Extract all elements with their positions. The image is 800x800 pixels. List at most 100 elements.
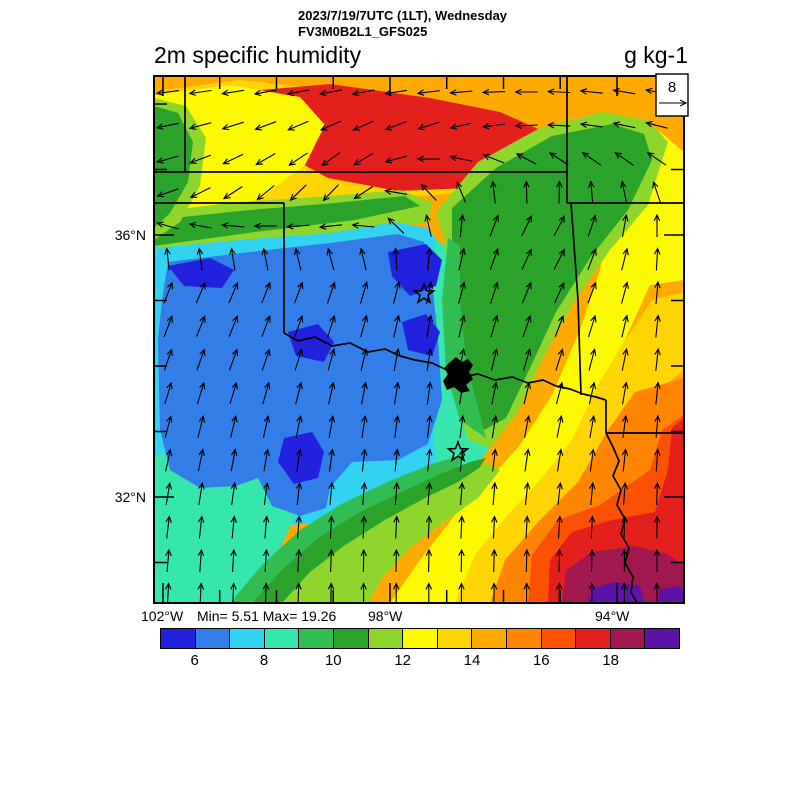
wind-arrow — [353, 186, 374, 200]
wind-arrow — [360, 314, 369, 338]
wind-arrow — [156, 188, 179, 198]
wind-arrow — [163, 348, 173, 371]
wind-arrow — [548, 152, 569, 166]
wind-arrow — [490, 348, 499, 371]
wind-arrow — [458, 414, 466, 438]
wind-arrow — [326, 247, 335, 271]
wind-arrow — [328, 481, 335, 506]
humidity-region — [154, 448, 296, 603]
wind-arrow — [327, 548, 335, 573]
wind-arrow — [222, 186, 243, 200]
wind-arrow — [295, 448, 303, 472]
wind-arrow — [328, 515, 335, 539]
wind-arrow — [426, 347, 433, 371]
wind-arrow — [522, 348, 532, 371]
wind-arrow — [589, 481, 596, 506]
wind-arrow — [489, 214, 499, 237]
wind-legend-arrowhead — [679, 99, 688, 107]
state-border — [570, 202, 582, 396]
colorbar-cell — [264, 629, 300, 648]
wind-arrow — [491, 481, 498, 506]
lon-label-94w: 94°W — [595, 608, 630, 624]
wind-arrow — [556, 448, 564, 472]
colorbar-tick-label: 8 — [259, 652, 269, 669]
colorbar-cell — [506, 629, 542, 648]
wind-arrow — [384, 120, 407, 131]
wind-arrow — [261, 281, 271, 304]
wind-arrow — [326, 281, 336, 304]
wind-arrow — [482, 154, 505, 164]
wind-arrow — [360, 481, 368, 506]
wind-arrow — [553, 215, 565, 237]
wind-arrow — [360, 448, 368, 472]
wind-arrow — [262, 415, 271, 438]
colorbar-tick-labels: 6 8 10 12 14 16 18 — [0, 652, 800, 672]
wind-arrow — [515, 153, 537, 165]
wind-arrow — [263, 515, 270, 539]
wind-arrow — [588, 180, 595, 204]
wind-arrow — [425, 515, 433, 539]
wind-arrow — [521, 214, 532, 237]
wind-arrow — [553, 248, 565, 270]
wind-arrow — [293, 281, 304, 304]
humidity-region — [168, 258, 234, 288]
wind-arrow — [229, 247, 236, 271]
wind-arrow — [490, 180, 497, 204]
wind-arrow — [523, 481, 531, 505]
wind-arrow — [458, 448, 466, 472]
wind-arrow — [361, 414, 368, 438]
wind-arrow — [360, 548, 368, 573]
wind-arrow — [556, 180, 563, 204]
wind-arrow — [612, 121, 636, 129]
wind-arrow — [188, 122, 212, 130]
wind-arrow — [393, 448, 400, 472]
wind-arrow — [653, 548, 661, 573]
star-marker — [412, 281, 436, 304]
wind-arrow — [165, 481, 173, 505]
lon-label-102w: 102°W — [141, 608, 184, 624]
wind-arrow — [387, 217, 405, 235]
wind-arrow — [393, 548, 400, 573]
wind-arrow — [360, 582, 367, 603]
wind-arrow — [253, 222, 277, 230]
humidity-region — [278, 432, 324, 484]
colorbar-cell — [645, 629, 679, 648]
wind-arrow — [156, 155, 179, 164]
wind-arrow — [546, 121, 571, 129]
wind-arrow — [197, 548, 205, 573]
wind-arrow — [165, 448, 173, 472]
wind-arrow — [287, 120, 309, 131]
wind-arrow — [458, 481, 466, 506]
colorbar-cell — [610, 629, 646, 648]
wind-arrow — [230, 582, 237, 603]
wind-arrow — [614, 151, 634, 166]
wind-arrow — [587, 247, 597, 270]
wind-arrow — [294, 314, 304, 338]
wind-arrow — [555, 348, 564, 371]
wind-arrow — [621, 213, 629, 237]
wind-arrow — [155, 89, 179, 96]
wind-arrows-layer — [155, 87, 668, 603]
wind-arrow — [425, 481, 433, 506]
wind-arrow — [579, 88, 603, 95]
wind-arrow — [621, 281, 629, 304]
wind-arrow — [197, 582, 205, 603]
wind-arrow — [327, 348, 336, 371]
wind-arrow — [489, 247, 499, 271]
wind-arrow — [328, 381, 336, 405]
wind-arrow — [420, 183, 437, 201]
wind-arrow — [254, 121, 277, 131]
wind-arrow — [490, 314, 499, 338]
wind-arrow — [196, 381, 206, 405]
wind-arrow — [524, 448, 531, 472]
colorbar-tick-label: 10 — [324, 652, 342, 669]
wind-arrow — [589, 414, 596, 438]
wind-arrow — [261, 247, 269, 271]
wind-arrow — [556, 481, 564, 505]
wind-arrow — [654, 347, 661, 371]
minmax-label: Min= 5.51 Max= 19.26 — [197, 608, 337, 624]
wind-arrow — [449, 122, 473, 130]
wind-arrow — [351, 222, 375, 229]
colorbar-cell — [333, 629, 369, 648]
